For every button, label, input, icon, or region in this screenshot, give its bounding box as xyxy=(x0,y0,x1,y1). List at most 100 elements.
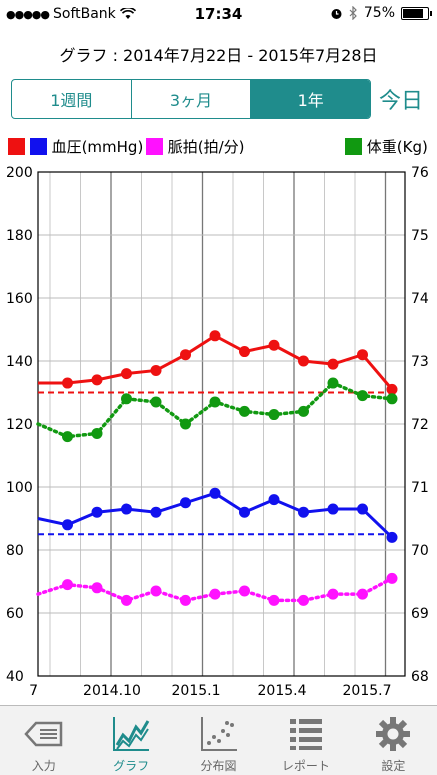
systolic-point xyxy=(357,349,368,361)
weight-series-line xyxy=(36,380,394,439)
diastolic-point xyxy=(357,503,368,515)
diastolic-point xyxy=(180,497,191,509)
tab-report[interactable]: レポート xyxy=(262,706,349,775)
y-right-tick-label: 72 xyxy=(411,417,429,433)
systolic-point xyxy=(150,364,162,376)
chart-legend: 血圧(mmHg) 脈拍(拍/分) 体重(Kg) xyxy=(0,134,437,158)
pulse-point xyxy=(180,594,191,606)
pulse-point xyxy=(357,588,368,600)
legend-blood-pressure-label: 血圧(mmHg) xyxy=(51,138,144,156)
legend-systolic-swatch xyxy=(8,138,25,155)
systolic-point xyxy=(121,368,132,380)
tab-scatter[interactable]: 分布図 xyxy=(175,706,262,775)
status-bar: ●●●●● SoftBank 17:34 75% xyxy=(0,0,437,28)
diastolic-point xyxy=(268,494,280,506)
weight-point xyxy=(386,393,398,405)
tab-bar: 入力 グラフ 分布図 xyxy=(0,705,437,775)
systolic-point xyxy=(327,358,339,370)
pulse-point xyxy=(298,594,309,606)
pulse-point xyxy=(62,579,73,591)
tab-input[interactable]: 入力 xyxy=(0,706,87,775)
diastolic-series-line xyxy=(37,491,394,539)
tab-input-label: 入力 xyxy=(31,759,56,773)
legend-pulse: 脈拍(拍/分) xyxy=(146,136,245,157)
diastolic-point xyxy=(91,506,103,518)
systolic-series-line xyxy=(38,334,394,391)
y-left-tick-label: 140 xyxy=(6,354,33,370)
tab-settings-label: 設定 xyxy=(381,759,406,773)
pulse-point xyxy=(239,585,250,597)
y-left-tick-label: 40 xyxy=(6,669,24,685)
diastolic-point xyxy=(239,506,250,518)
systolic-point xyxy=(386,383,398,395)
pulse-point xyxy=(268,594,280,606)
weight-point xyxy=(268,409,280,421)
battery-icon xyxy=(401,6,432,20)
tab-settings[interactable]: 設定 xyxy=(350,706,437,775)
graph-icon xyxy=(109,714,153,754)
systolic-point xyxy=(62,377,73,389)
weight-point xyxy=(91,427,103,439)
date-range-title: グラフ : 2014年7月22日 - 2015年7月28日 xyxy=(59,46,378,65)
diastolic-point xyxy=(150,506,162,518)
diastolic-point xyxy=(298,506,309,518)
weight-point xyxy=(150,396,162,408)
y-right-tick-label: 71 xyxy=(411,480,429,496)
y-right-tick-label: 70 xyxy=(411,543,429,559)
y-right-tick-label: 74 xyxy=(411,291,429,307)
x-tick-label: 2015.4 xyxy=(258,683,307,699)
y-left-tick-label: 160 xyxy=(6,291,33,307)
diastolic-point xyxy=(327,503,339,515)
bluetooth-icon xyxy=(349,6,357,20)
weight-point xyxy=(209,396,221,408)
period-segmented-control: 1週間 3ヶ月 1年 xyxy=(11,79,371,119)
pulse-point xyxy=(327,588,339,600)
weight-point xyxy=(327,377,339,389)
systolic-point xyxy=(91,374,103,386)
scatter-icon xyxy=(197,714,241,754)
legend-weight: 体重(Kg) xyxy=(345,136,428,157)
y-right-tick-label: 73 xyxy=(411,354,429,370)
segment-3-months[interactable]: 3ヶ月 xyxy=(132,80,252,118)
y-left-tick-label: 100 xyxy=(6,480,33,496)
y-right-tick-label: 76 xyxy=(411,165,429,181)
alarm-icon xyxy=(331,8,342,19)
weight-point xyxy=(180,418,191,430)
weight-point xyxy=(121,393,132,405)
systolic-point xyxy=(239,346,250,358)
x-tick-label: 2014.10 xyxy=(83,683,141,699)
weight-point xyxy=(298,405,309,417)
diastolic-point xyxy=(121,503,132,515)
health-line-chart[interactable]: 40 60 80 100 120 140 160 180 200 68 69 70 71 72 73 74 75… xyxy=(0,160,437,700)
y-left-tick-label: 60 xyxy=(6,606,24,622)
clock: 17:34 xyxy=(194,5,243,23)
pulse-point xyxy=(121,594,132,606)
legend-weight-swatch xyxy=(345,138,362,155)
tab-scatter-label: 分布図 xyxy=(200,759,237,773)
today-button[interactable]: 今日 xyxy=(379,89,424,114)
legend-pulse-swatch xyxy=(146,138,163,155)
pulse-point xyxy=(91,582,103,594)
y-left-tick-label: 80 xyxy=(6,543,24,559)
segment-1-year[interactable]: 1年 xyxy=(251,80,370,118)
input-icon xyxy=(22,714,66,754)
segment-1-week[interactable]: 1週間 xyxy=(12,80,132,118)
tab-report-label: レポート xyxy=(281,759,330,773)
carrier-name: SoftBank xyxy=(53,6,116,22)
x-tick-label: 7 xyxy=(29,683,38,699)
diastolic-point xyxy=(62,519,73,531)
wifi-icon xyxy=(119,8,136,19)
tab-graph[interactable]: グラフ xyxy=(87,706,174,775)
y-right-tick-label: 69 xyxy=(411,606,429,622)
y-right-tick-label: 68 xyxy=(411,669,429,685)
weight-point xyxy=(62,431,73,443)
y-right-tick-label: 75 xyxy=(411,228,429,244)
systolic-point xyxy=(209,330,221,342)
report-icon xyxy=(284,714,328,754)
legend-weight-label: 体重(Kg) xyxy=(366,138,428,156)
legend-diastolic-swatch xyxy=(29,138,47,155)
pulse-point xyxy=(150,585,162,597)
x-tick-label: 2015.7 xyxy=(343,683,392,699)
systolic-point xyxy=(298,355,309,367)
diastolic-point xyxy=(386,531,398,543)
